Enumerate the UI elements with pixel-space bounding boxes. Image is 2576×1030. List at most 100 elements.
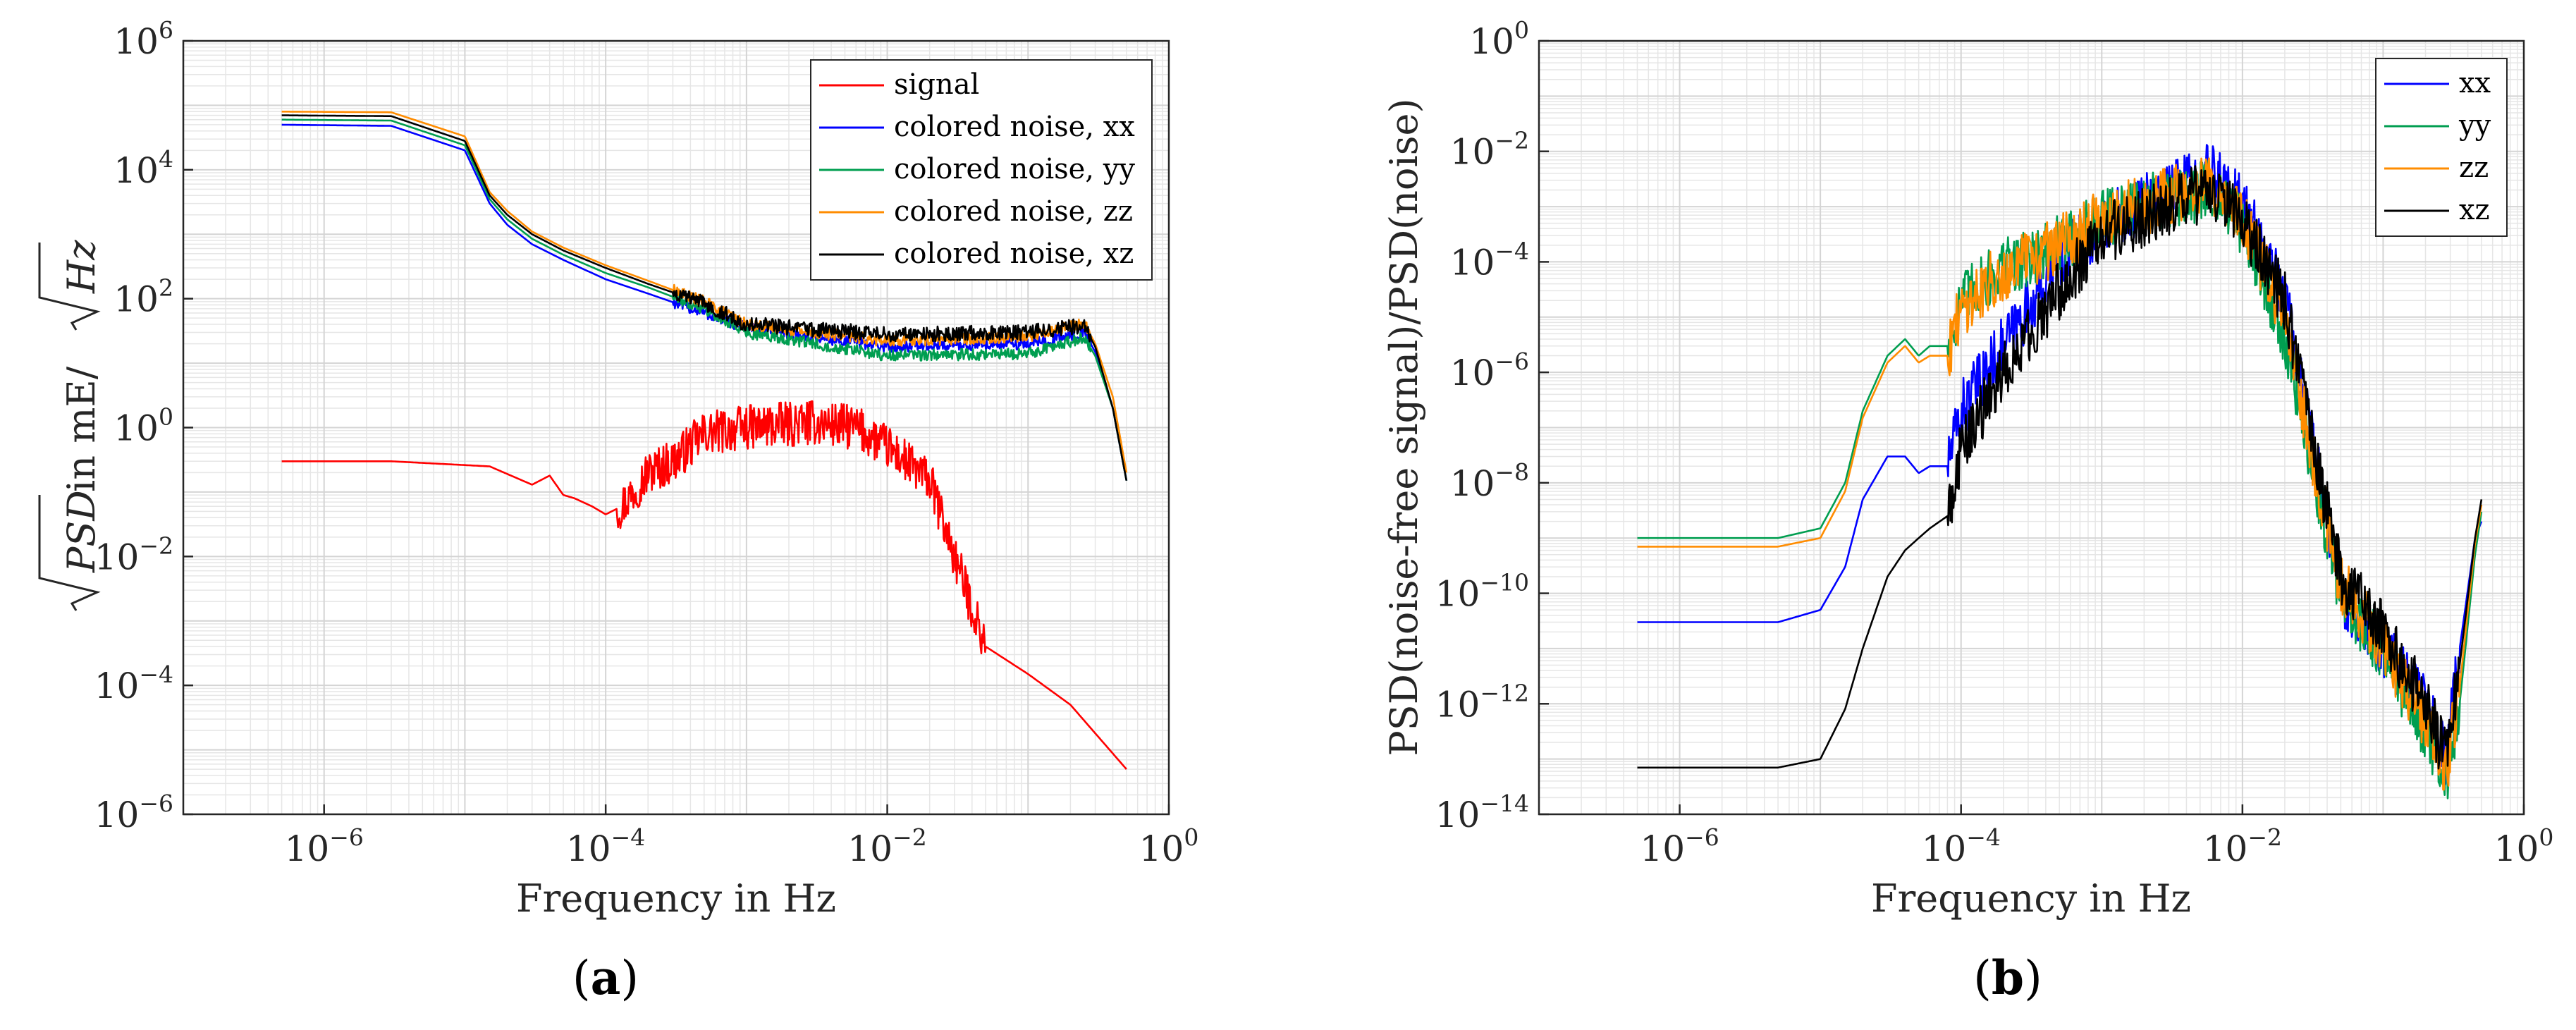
legend-box	[2375, 58, 2508, 237]
y-tick-exp: −6	[139, 790, 173, 817]
y-tick-exp: −6	[1495, 348, 1529, 375]
y-tick-label: 10−4	[1450, 237, 1529, 283]
y-tick-label: 100	[114, 403, 173, 449]
y-tick-exp: 4	[159, 145, 173, 173]
y-tick-base: 10	[114, 279, 159, 320]
y-label-psd: PSD	[59, 490, 104, 573]
y-tick-label: 10−4	[94, 661, 173, 706]
ticks-a	[183, 39, 1170, 816]
tick-labels-b: 10−6 10−4 10−2 10010−1410−1210−1010−810−610…	[1435, 16, 2554, 869]
y-tick-base: 10	[1450, 242, 1495, 283]
x-tick-exp: 0	[1184, 823, 1198, 851]
y-tick-exp: −4	[1495, 237, 1529, 264]
x-tick-base: 10	[1139, 828, 1184, 869]
y-tick-base: 10	[1435, 574, 1480, 615]
y-tick-base: 10	[114, 21, 159, 62]
y-tick-label: 100	[1469, 16, 1529, 62]
y-tick-exp: 2	[159, 274, 173, 302]
y-tick-exp: −2	[139, 532, 173, 559]
y-tick-exp: −12	[1480, 679, 1529, 706]
y-tick-base: 10	[1450, 352, 1495, 393]
y-axis-label-a: PSD in mE/ Hz	[38, 240, 104, 611]
y-tick-exp: −2	[1495, 127, 1529, 154]
y-tick-label: 104	[114, 145, 173, 191]
x-tick-exp: −2	[2247, 823, 2282, 851]
sqrt-sign-1	[38, 495, 101, 611]
legend-label[interactable]: signal	[894, 68, 979, 101]
y-tick-exp: −8	[1495, 458, 1529, 486]
legend-label[interactable]: yy	[2458, 109, 2491, 142]
y-tick-label: 106	[114, 16, 173, 62]
plot-frame-b	[1538, 39, 2525, 816]
legend-a[interactable]: signal colored noise, xx colored noise, yy…	[810, 59, 1153, 281]
x-tick-exp: −6	[1685, 823, 1719, 851]
y-tick-label: 10−6	[1450, 348, 1529, 393]
y-tick-base: 10	[94, 795, 140, 835]
x-tick-label: 10−6	[1640, 823, 1719, 869]
x-tick-exp: −4	[1966, 823, 2001, 851]
legend-b[interactable]: xx yy zz xz	[2375, 58, 2508, 237]
panel-letter-b: b	[1992, 950, 2024, 1005]
y-tick-exp: −4	[139, 661, 173, 688]
x-tick-label: 100	[1139, 823, 1199, 869]
series-line-colored-noise-yy	[281, 118, 1128, 482]
y-tick-base: 10	[114, 408, 159, 449]
x-tick-label: 10−2	[847, 823, 926, 869]
x-tick-label: 100	[2494, 823, 2554, 869]
legend-label[interactable]: colored noise, yy	[894, 153, 1135, 185]
y-tick-exp: −10	[1480, 569, 1529, 596]
y-tick-base: 10	[94, 537, 140, 577]
y-tick-label: 10−10	[1435, 569, 1529, 615]
legend-label[interactable]: xx	[2459, 67, 2491, 99]
y-tick-exp: 0	[1514, 16, 1529, 44]
y-tick-base: 10	[1450, 463, 1495, 504]
y-tick-label: 102	[114, 274, 173, 320]
legend-label[interactable]: xz	[2459, 194, 2490, 226]
legend-label[interactable]: zz	[2459, 152, 2489, 184]
y-tick-base: 10	[1435, 684, 1480, 725]
x-tick-exp: 0	[2539, 823, 2553, 851]
panel-b: 10−6 10−4 10−2 10010−1410−1210−1010−810−610…	[1382, 16, 2553, 1005]
x-tick-base: 10	[2494, 828, 2539, 869]
legend-label[interactable]: colored noise, xx	[894, 111, 1135, 143]
series-line-signal	[281, 400, 1127, 770]
x-tick-label: 10−6	[285, 823, 364, 869]
y-axis-label-b: PSD(noise-free signal)/PSD(noise)	[1382, 98, 1426, 756]
x-tick-base: 10	[847, 828, 893, 869]
y-tick-label: 10−2	[1450, 127, 1529, 173]
series-layer-a	[281, 111, 1128, 770]
y-label-hz: Hz	[59, 240, 104, 294]
panel-a: 10−6 10−4 10−2 10010−610−410−2100102104106 …	[38, 16, 1199, 1005]
sqrt-sign-2	[38, 243, 101, 331]
x-tick-base: 10	[2203, 828, 2248, 869]
panel-tag-a: (a)	[572, 950, 639, 1005]
series-line-colored-noise-xx	[281, 123, 1128, 482]
x-tick-exp: −2	[893, 823, 927, 851]
y-tick-base: 10	[114, 150, 159, 191]
y-tick-label: 10−6	[94, 790, 173, 835]
series-line-colored-noise-xz	[281, 114, 1128, 482]
legend-label[interactable]: colored noise, xz	[894, 238, 1134, 270]
y-tick-label: 10−2	[94, 532, 173, 577]
series-layer-b	[1637, 144, 2483, 799]
y-tick-label: 10−14	[1435, 790, 1529, 835]
ticks-b	[1539, 39, 2525, 816]
panel-letter-a: a	[591, 950, 621, 1005]
y-tick-exp: 0	[159, 403, 173, 431]
y-tick-label: 10−12	[1435, 679, 1529, 725]
x-axis-label-a: Frequency in Hz	[516, 876, 836, 921]
legend-label[interactable]: colored noise, zz	[894, 195, 1133, 228]
series-line-xz	[1637, 165, 2483, 770]
y-tick-base: 10	[1435, 795, 1480, 835]
x-tick-label: 10−4	[566, 823, 645, 869]
y-tick-exp: −14	[1480, 790, 1529, 817]
x-tick-label: 10−2	[2203, 823, 2282, 869]
panel-tag-b: (b)	[1973, 950, 2042, 1005]
y-tick-base: 10	[1450, 132, 1495, 173]
y-tick-label: 10−8	[1450, 458, 1529, 504]
x-tick-exp: −4	[611, 823, 646, 851]
x-axis-label-b: Frequency in Hz	[1871, 876, 2191, 921]
y-tick-base: 10	[1469, 21, 1514, 62]
